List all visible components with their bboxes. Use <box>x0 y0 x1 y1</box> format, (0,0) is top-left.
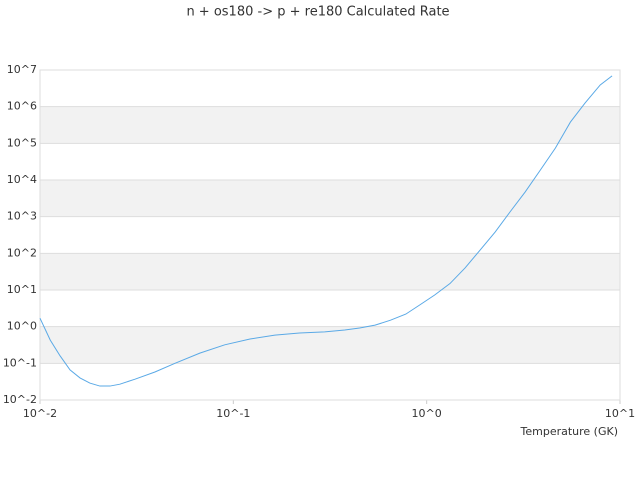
y-tick-label: 10^7 <box>7 63 37 76</box>
grid-band <box>40 180 620 217</box>
chart-title: n + os180 -> p + re180 Calculated Rate <box>186 5 449 20</box>
y-tick-label: 10^6 <box>7 100 37 113</box>
y-tick-label: 10^3 <box>7 210 37 223</box>
y-tick-label: 10^0 <box>7 320 37 333</box>
x-axis-label: Temperature (GK) <box>520 425 619 438</box>
x-tick-label: 10^-2 <box>23 407 57 420</box>
x-tick-label: 10^1 <box>605 407 635 420</box>
grid <box>40 69 620 401</box>
y-tick-label: 10^5 <box>7 136 37 149</box>
line-series <box>39 75 613 387</box>
y-tick-label: 10^-2 <box>3 393 37 406</box>
y-tick-label: 10^1 <box>7 283 37 296</box>
x-tick-label: 10^-1 <box>216 407 250 420</box>
plot-frame <box>39 69 621 401</box>
grid-band <box>40 106 620 144</box>
y-tick-label: 10^4 <box>7 173 37 186</box>
grid-band <box>40 253 620 290</box>
y-tick-label: 10^2 <box>7 246 37 259</box>
y-tick-label: 10^-1 <box>3 356 37 369</box>
x-tick-label: 10^0 <box>412 407 442 420</box>
grid-band <box>40 326 620 364</box>
